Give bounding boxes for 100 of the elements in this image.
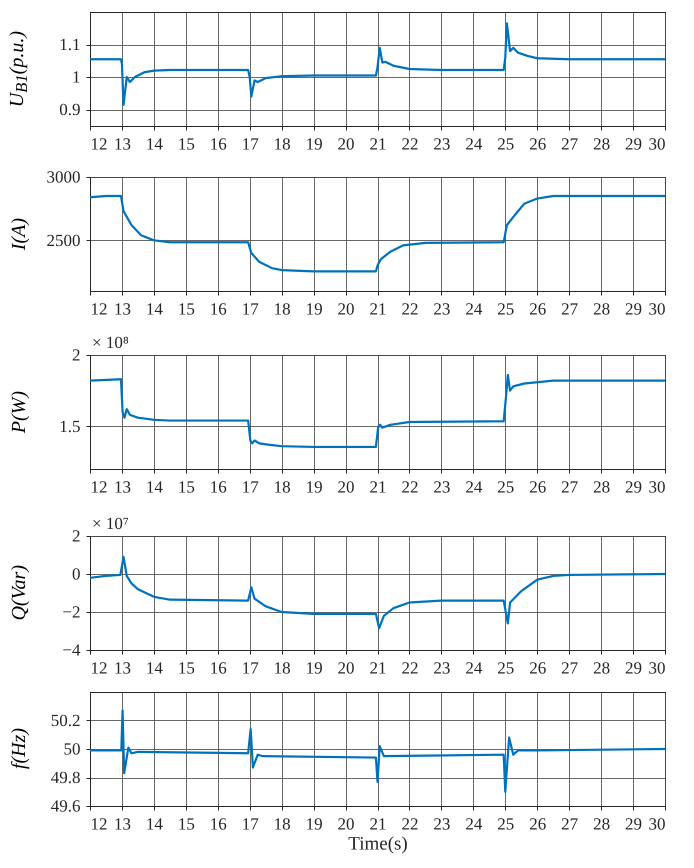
x-tick-label: 18 — [274, 658, 291, 678]
y-tick-label: 1 — [72, 68, 80, 87]
x-tick-label: 23 — [433, 134, 450, 154]
x-tick-label: 17 — [242, 300, 260, 318]
x-tick-label: 12 — [90, 658, 108, 678]
x-tick-label: 24 — [465, 658, 483, 678]
x-tick-label: 27 — [561, 300, 579, 318]
x-tick-label: 13 — [114, 814, 131, 834]
x-tick-label: 24 — [465, 300, 483, 318]
y-tick-label: 1.1 — [59, 35, 80, 54]
x-tick-label: 25 — [497, 814, 514, 834]
x-tick-label: 18 — [274, 300, 291, 318]
x-tick-label: 12 — [90, 134, 108, 154]
x-tick-label: 15 — [178, 478, 195, 496]
y-tick-label: 0 — [72, 564, 80, 584]
text: × 10⁷ — [92, 514, 129, 534]
x-tick-label: 23 — [433, 478, 450, 496]
x-tick-label: 29 — [625, 814, 642, 834]
x-tick-label: 25 — [497, 478, 514, 496]
x-tick-label: 26 — [529, 134, 546, 154]
x-tick-label: 28 — [593, 134, 610, 154]
y-tick-label: 2500 — [46, 230, 80, 250]
x-tick-label: 29 — [625, 300, 642, 318]
x-tick-label: 16 — [210, 478, 227, 496]
line-series — [90, 709, 665, 793]
y-tick-label: 2 — [72, 526, 80, 546]
x-tick-label: 12 — [90, 478, 108, 496]
x-tick-label: 20 — [338, 658, 355, 678]
x-tick-label: 15 — [178, 300, 195, 318]
y-tick-label: 49.8 — [50, 768, 80, 787]
x-tick-label: 26 — [529, 300, 546, 318]
x-tick-label: 16 — [210, 300, 227, 318]
x-tick-label: 20 — [338, 478, 355, 496]
x-tick-label: 30 — [648, 300, 666, 318]
x-tick-label: 19 — [306, 658, 323, 678]
x-tick-label: 27 — [561, 814, 579, 834]
y-tick-label: −4 — [62, 640, 81, 660]
x-tick-label: 13 — [114, 300, 131, 318]
text: × 10⁸ — [92, 333, 129, 353]
x-tick-label: 14 — [146, 478, 164, 496]
x-tick-label: 13 — [114, 134, 131, 154]
x-tick-label: 22 — [401, 300, 418, 318]
x-tick-label: 12 — [90, 814, 108, 834]
x-tick-label: 16 — [210, 658, 227, 678]
x-tick-label: 18 — [274, 478, 291, 496]
x-tick-label: 28 — [593, 658, 610, 678]
x-tick-label: 27 — [561, 658, 579, 678]
x-tick-label: 26 — [529, 814, 546, 834]
y-tick-label: 3000 — [46, 168, 80, 186]
x-tick-label: 20 — [338, 134, 355, 154]
x-tick-label: 20 — [338, 814, 355, 834]
x-tick-label: 23 — [433, 814, 450, 834]
x-tick-label: 17 — [242, 814, 260, 834]
x-tick-label: 20 — [338, 300, 355, 318]
x-tick-label: 13 — [114, 478, 131, 496]
x-tick-label: 28 — [593, 300, 610, 318]
x-tick-label: 15 — [178, 658, 195, 678]
y-axis-title: P(W) — [8, 390, 30, 434]
x-tick-label: 18 — [274, 814, 291, 834]
x-tick-label: 22 — [401, 814, 418, 834]
x-tick-label: 30 — [648, 134, 666, 154]
x-tick-label: 21 — [370, 478, 386, 496]
line-series — [90, 194, 665, 272]
x-tick-label: 29 — [625, 658, 642, 678]
y-axis-title: I(A) — [8, 218, 30, 250]
x-tick-label: 25 — [497, 300, 514, 318]
y-tick-label: 1.5 — [59, 416, 80, 436]
x-tick-label: 29 — [625, 478, 642, 496]
line-series — [90, 22, 665, 106]
x-tick-label: 13 — [114, 658, 131, 678]
line-series — [90, 374, 665, 448]
x-tick-label: 27 — [561, 478, 579, 496]
x-tick-label: 17 — [242, 658, 260, 678]
x-tick-label: 25 — [497, 658, 514, 678]
x-tick-label: 14 — [146, 658, 164, 678]
x-tick-label: 24 — [465, 134, 483, 154]
y-tick-label: 49.6 — [50, 796, 80, 816]
x-tick-label: 17 — [242, 134, 260, 154]
x-tick-label: 30 — [648, 478, 666, 496]
line-series — [90, 556, 665, 630]
x-tick-label: 29 — [625, 134, 642, 154]
y-axis-title: Q(Var) — [8, 565, 30, 621]
x-tick-label: 26 — [529, 478, 546, 496]
x-tick-label: 14 — [146, 134, 164, 154]
x-tick-label: 22 — [401, 658, 418, 678]
x-tick-label: 21 — [370, 658, 386, 678]
x-tick-label: 24 — [465, 814, 483, 834]
x-tick-label: 30 — [648, 814, 666, 834]
x-tick-label: 17 — [242, 478, 260, 496]
x-tick-label: 15 — [178, 134, 195, 154]
x-tick-label: 28 — [593, 814, 610, 834]
x-tick-label: 15 — [178, 814, 195, 834]
x-tick-label: 21 — [370, 134, 386, 154]
x-tick-label: 21 — [370, 814, 386, 834]
x-tick-label: 30 — [648, 658, 666, 678]
x-tick-label: 14 — [146, 300, 164, 318]
x-axis-title: Time(s) — [348, 834, 408, 854]
x-tick-label: 16 — [210, 814, 227, 834]
x-tick-label: 25 — [497, 134, 514, 154]
x-tick-label: 22 — [401, 478, 418, 496]
